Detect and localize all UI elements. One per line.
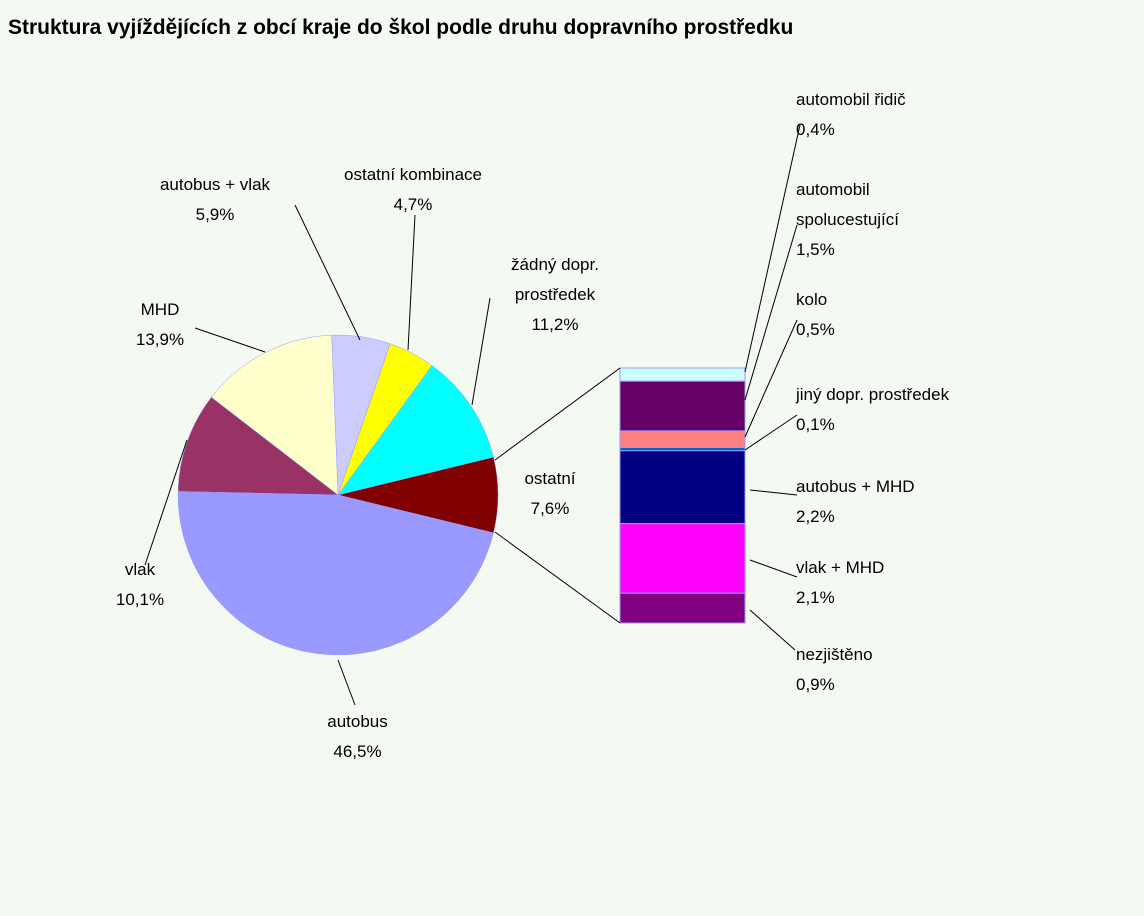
leader-line	[471, 297, 491, 406]
value-label: 1,5%	[796, 240, 835, 259]
category-label: jiný dopr. prostředek	[796, 385, 950, 404]
category-label: ostatní kombinace	[344, 165, 482, 184]
category-label: autobus	[327, 712, 388, 731]
category-label: autobus + MHD	[796, 477, 915, 496]
data-label: jiný dopr. prostředek 0,1%	[796, 380, 1016, 440]
value-label: 2,2%	[796, 507, 835, 526]
data-label: MHD 13,9%	[110, 295, 210, 355]
bar-segment	[619, 592, 746, 624]
leader-line	[749, 489, 798, 496]
category-label: vlak + MHD	[796, 558, 885, 577]
value-label: 10,1%	[115, 590, 165, 609]
bar-segment	[619, 367, 746, 382]
data-label: autobus + MHD 2,2%	[796, 472, 996, 532]
leader-line	[144, 439, 188, 566]
bar-segment	[619, 380, 746, 432]
data-label: automobil řidič 0,4%	[796, 85, 996, 145]
data-label: kolo 0,5%	[796, 285, 996, 345]
value-label: 7,6%	[530, 499, 570, 518]
leader-line	[194, 327, 266, 353]
bar-segment	[619, 430, 746, 448]
chart-title: Struktura vyjíždějících z obcí kraje do …	[8, 16, 794, 39]
leader-line	[744, 319, 798, 438]
leader-line	[494, 367, 621, 461]
category-label: ostatní	[524, 469, 576, 488]
category-label: automobil řidič	[796, 90, 906, 109]
category-label: vlak	[124, 560, 156, 579]
pie-slice	[177, 491, 494, 656]
leader-line	[494, 531, 621, 624]
category-label: nezjištěno	[796, 645, 873, 664]
data-label: ostatní 7,6%	[505, 464, 595, 524]
bar-segment	[619, 450, 746, 525]
category-label: MHD	[140, 300, 180, 319]
value-label: 0,5%	[796, 320, 835, 339]
pie-slice	[210, 334, 339, 496]
pie-slice	[337, 365, 494, 496]
leader-line	[744, 224, 798, 401]
leader-line	[749, 609, 796, 651]
data-label: žádný dopr. prostředek 11,2%	[490, 250, 620, 340]
value-label: 5,9%	[195, 205, 235, 224]
data-label: autobus 46,5%	[300, 707, 415, 767]
category-label: automobil spolucestující	[796, 180, 899, 229]
value-label: 11,2%	[531, 315, 579, 334]
leader-line	[407, 214, 416, 351]
category-label: kolo	[796, 290, 828, 309]
category-label: autobus + vlak	[159, 175, 271, 194]
data-label: vlak + MHD 2,1%	[796, 553, 996, 613]
leader-line	[337, 659, 356, 706]
value-label: 0,9%	[796, 675, 835, 694]
value-label: 4,7%	[393, 195, 433, 214]
bar-segment	[619, 523, 746, 594]
leader-line	[744, 124, 801, 373]
category-label: žádný dopr. prostředek	[511, 255, 599, 304]
leader-line	[749, 559, 798, 578]
value-label: 13,9%	[135, 330, 185, 349]
data-label: ostatní kombinace 4,7%	[318, 160, 508, 220]
leader-line	[294, 204, 361, 341]
pie-slice	[177, 396, 339, 496]
value-label: 2,1%	[796, 588, 835, 607]
leader-line	[744, 414, 798, 451]
value-label: 0,4%	[796, 120, 835, 139]
data-label: vlak 10,1%	[95, 555, 185, 615]
data-label: automobil spolucestující 1,5%	[796, 175, 946, 265]
data-label: autobus + vlak 5,9%	[140, 170, 290, 230]
value-label: 0,1%	[796, 415, 835, 434]
value-label: 46,5%	[333, 742, 382, 761]
data-label: nezjištěno 0,9%	[796, 640, 996, 700]
